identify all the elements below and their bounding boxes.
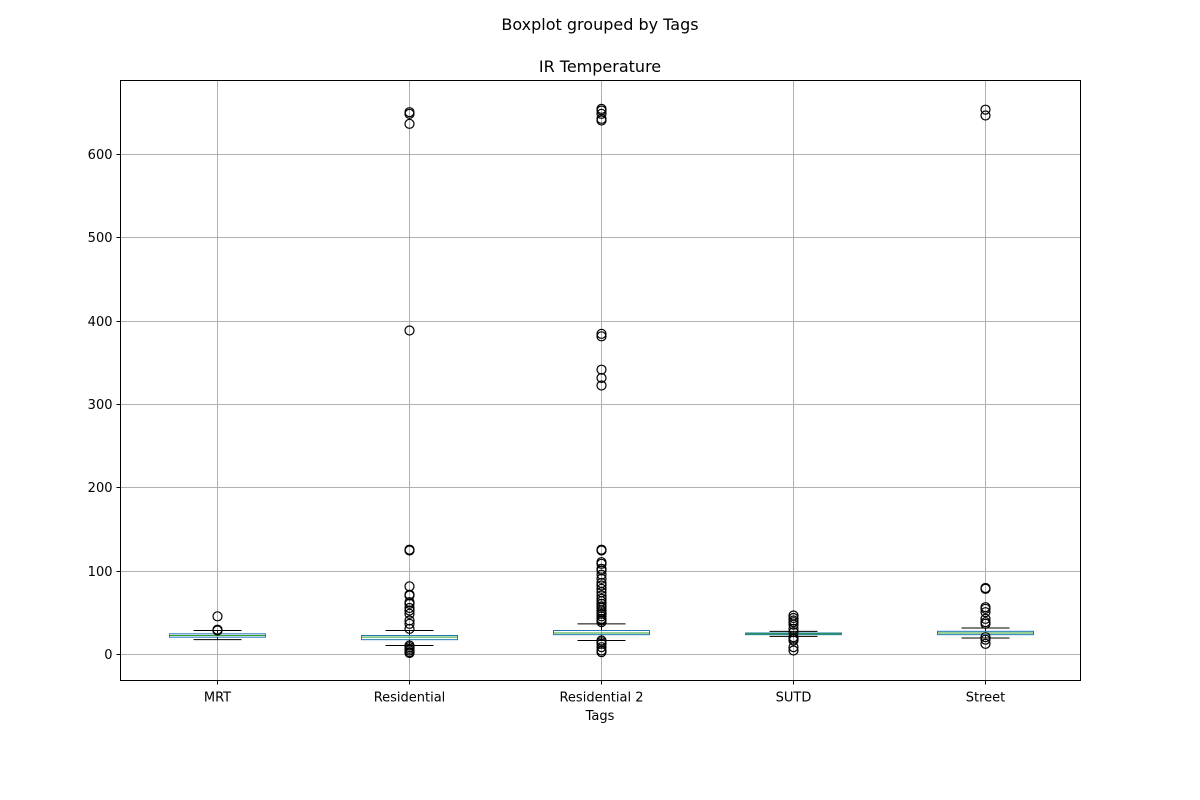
outlier-point <box>404 647 415 659</box>
outlier-point <box>788 635 799 646</box>
outlier-point <box>404 602 415 614</box>
outlier-point <box>596 602 607 614</box>
y-tick-label: 200 <box>88 481 113 496</box>
grid-layer <box>120 80 1081 681</box>
outlier-point <box>596 569 607 580</box>
outlier-point <box>596 105 607 116</box>
x-tick-label: MRT <box>204 691 231 706</box>
x-tick-label: Residential 2 <box>559 691 643 706</box>
outlier-point <box>596 331 607 342</box>
outlier-point <box>596 638 607 649</box>
outlier-point <box>596 598 607 609</box>
x-tick-label: Street <box>966 691 1006 706</box>
chart-suptitle: Boxplot grouped by Tags <box>501 15 698 34</box>
outlier-point <box>404 118 415 129</box>
outlier-point <box>788 612 799 624</box>
outlier-point <box>404 108 415 119</box>
outlier-point <box>596 108 607 119</box>
y-tick-label: 300 <box>88 398 113 413</box>
box-group-residential-2 <box>553 103 650 658</box>
outlier-point <box>596 617 607 628</box>
outlier-point <box>980 104 991 115</box>
outlier-point <box>980 632 991 643</box>
x-tick-label: Residential <box>374 691 446 706</box>
outlier-point <box>596 583 607 594</box>
outlier-point <box>788 619 799 630</box>
outlier-point <box>596 372 607 384</box>
outlier-point <box>596 590 607 601</box>
outlier-point <box>404 545 415 556</box>
y-tick-label: 100 <box>88 565 113 580</box>
outlier-point <box>212 625 223 636</box>
outlier-point <box>980 603 991 614</box>
outlier-point <box>596 364 607 375</box>
outlier-point <box>980 613 991 624</box>
chart-title: IR Temperature <box>539 57 661 76</box>
outlier-point <box>980 618 991 629</box>
outlier-point <box>596 611 607 622</box>
y-tick-label: 500 <box>88 231 113 246</box>
outlier-point <box>596 565 607 576</box>
x-tick-label: SUTD <box>776 691 812 706</box>
outlier-point <box>212 611 223 622</box>
outlier-point <box>596 580 607 591</box>
y-tick-label: 600 <box>88 148 113 163</box>
outlier-point <box>596 573 607 584</box>
outlier-point <box>980 634 991 645</box>
box-group-sutd <box>745 610 842 656</box>
outlier-point <box>596 115 607 126</box>
y-axis: 0 100 200 300 400 500 600 <box>88 148 121 663</box>
y-tick-label: 400 <box>88 315 113 330</box>
outlier-point <box>788 642 799 653</box>
outlier-point <box>596 328 607 339</box>
outlier-point <box>980 607 991 618</box>
boxes-layer <box>169 103 1034 659</box>
outlier-point <box>404 618 415 629</box>
x-axis: MRT Residential Residential 2 SUTD Street <box>204 680 1006 706</box>
outlier-point <box>596 558 607 569</box>
outlier-point <box>404 615 415 626</box>
plot-area-frame <box>120 80 1081 681</box>
box-group-residential <box>361 107 458 659</box>
outlier-point <box>404 608 415 619</box>
outlier-point <box>788 617 799 628</box>
outlier-point <box>788 623 799 634</box>
outlier-point <box>788 627 799 638</box>
outlier-point <box>788 645 799 656</box>
x-axis-label: Tags <box>585 709 615 724</box>
outlier-point <box>596 608 607 619</box>
outlier-point <box>596 647 607 658</box>
outlier-point <box>980 110 991 121</box>
box-group-street <box>937 104 1034 649</box>
outlier-point <box>404 590 415 601</box>
y-tick-label: 0 <box>104 648 112 663</box>
outlier-point <box>596 380 607 391</box>
outlier-point <box>404 605 415 616</box>
outlier-point <box>980 638 991 649</box>
box-group-mrt <box>169 611 266 641</box>
outlier-point <box>596 545 607 556</box>
outlier-point <box>404 623 415 634</box>
outlier-point <box>404 325 415 336</box>
outlier-point <box>596 642 607 653</box>
outlier-point <box>404 598 415 609</box>
outlier-point <box>980 583 991 594</box>
